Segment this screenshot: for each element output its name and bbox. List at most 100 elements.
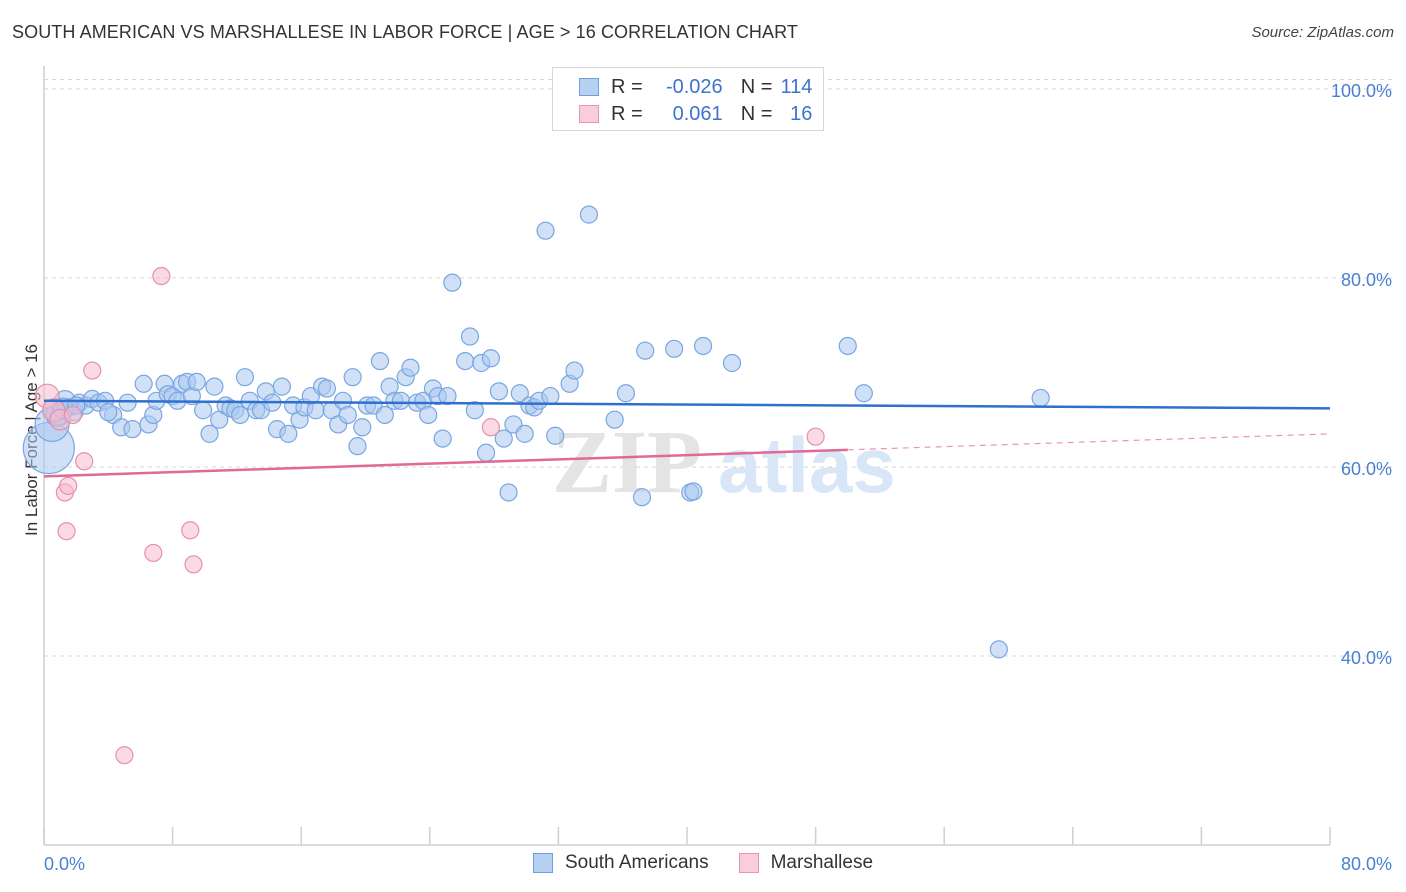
y-tick-label: 100.0% — [1331, 81, 1392, 101]
blue-swatch-icon — [579, 78, 599, 96]
legend-r-label: R = — [611, 75, 643, 98]
south-american-point — [401, 358, 420, 377]
legend-item-marshallese[interactable]: Marshallese — [738, 852, 874, 874]
series-legend: South Americans Marshallese — [0, 852, 1406, 874]
south-american-point — [375, 405, 394, 425]
south-american-point — [205, 377, 224, 396]
south-american-point — [235, 368, 255, 387]
legend-n-label: N = — [740, 75, 773, 98]
south-american-point — [989, 640, 1008, 659]
marshallese-point — [83, 361, 102, 380]
south-american-point — [489, 382, 509, 401]
south-american-point — [118, 393, 137, 412]
south-american-point — [722, 353, 742, 373]
marshallese-point — [59, 476, 78, 495]
legend-item-label: Marshallese — [770, 852, 874, 873]
data-points — [22, 205, 1050, 765]
tick-labels: 40.0% 60.0% 80.0% 100.0% 0.0% 80.0% — [44, 81, 1392, 874]
legend-row-south-americans: R = -0.026 N = 114 — [579, 74, 812, 100]
marshallese-point — [144, 543, 163, 563]
trend-line-south-americans — [43, 399, 1331, 410]
south-american-point — [438, 386, 457, 406]
marshallese-point — [184, 555, 203, 574]
south-american-point — [499, 483, 518, 502]
chart-title: SOUTH AMERICAN VS MARSHALLESE IN LABOR F… — [12, 22, 798, 42]
gridlines — [44, 78, 1392, 657]
south-american-point — [546, 426, 565, 445]
south-american-point — [536, 221, 555, 240]
south-american-point — [515, 424, 534, 443]
legend-r-value: -0.026 — [665, 75, 723, 98]
south-american-point — [419, 405, 438, 425]
south-american-point — [187, 372, 206, 391]
south-american-point — [433, 429, 452, 448]
south-american-point — [99, 403, 118, 422]
south-american-point — [306, 401, 325, 420]
south-american-point — [510, 384, 529, 403]
marshallese-point — [115, 746, 134, 765]
legend-item-label: South Americans — [564, 852, 709, 873]
legend-item-south-americans[interactable]: South Americans — [532, 852, 709, 874]
marshallese-point — [57, 522, 76, 541]
south-american-point — [636, 341, 655, 360]
y-tick-label: 60.0% — [1341, 459, 1392, 479]
south-american-point — [665, 339, 684, 358]
south-american-point — [481, 349, 500, 368]
south-american-point — [579, 205, 599, 224]
y-tick-label: 80.0% — [1341, 270, 1392, 290]
south-american-point — [684, 482, 703, 501]
y-tick-label: 40.0% — [1341, 648, 1392, 668]
legend-r-label: R = — [611, 102, 643, 125]
marshallese-point — [152, 266, 171, 286]
south-american-point — [541, 386, 560, 406]
watermark-zip: ZIP — [552, 413, 702, 512]
south-american-point — [476, 443, 496, 462]
trend-lines — [43, 399, 1331, 478]
correlation-legend: R = -0.026 N = 114 R = 0.061 N = 16 — [552, 67, 824, 131]
legend-r-value: 0.061 — [672, 102, 723, 125]
x-tick-label: 0.0% — [44, 854, 85, 874]
south-american-point — [443, 273, 462, 292]
south-american-point — [632, 488, 652, 507]
marshallese-point — [806, 427, 825, 446]
trend-line-marshallese-extension — [847, 433, 1331, 451]
south-american-point — [200, 424, 219, 443]
south-american-point — [279, 424, 298, 443]
south-american-point — [456, 351, 475, 371]
blue-square-icon — [532, 853, 553, 873]
legend-row-marshallese: R = 0.061 N = 16 — [579, 101, 812, 127]
south-american-point — [338, 405, 357, 425]
south-american-point — [565, 361, 584, 380]
legend-n-value: 114 — [780, 75, 813, 98]
south-american-point — [272, 377, 292, 396]
south-american-point — [370, 351, 390, 371]
south-american-point — [123, 420, 142, 439]
south-american-point — [317, 379, 337, 398]
marshallese-point — [75, 452, 94, 471]
x-tick-label: 80.0% — [1341, 854, 1392, 874]
south-american-point — [693, 336, 713, 356]
south-american-point — [494, 429, 513, 448]
south-american-point — [854, 384, 873, 403]
south-american-point — [1031, 388, 1050, 408]
marshallese-point — [181, 521, 200, 540]
south-american-point — [194, 401, 213, 420]
south-american-point — [616, 384, 636, 403]
south-american-point — [460, 327, 480, 346]
pink-square-icon — [738, 853, 759, 873]
source-credit: Source: ZipAtlas.com — [1251, 24, 1394, 41]
south-american-point — [348, 437, 367, 456]
south-american-point — [343, 368, 362, 387]
watermark: ZIP atlas — [552, 413, 896, 512]
south-american-point — [838, 336, 857, 356]
south-american-point — [605, 410, 624, 429]
south-american-point — [465, 401, 484, 420]
south-american-point — [391, 391, 410, 410]
south-american-point — [353, 418, 372, 437]
legend-n-label: N = — [740, 102, 773, 125]
marshallese-point — [481, 418, 500, 437]
trend-line-marshallese — [43, 448, 848, 478]
south-american-point — [134, 374, 153, 393]
pink-swatch-icon — [579, 105, 599, 123]
